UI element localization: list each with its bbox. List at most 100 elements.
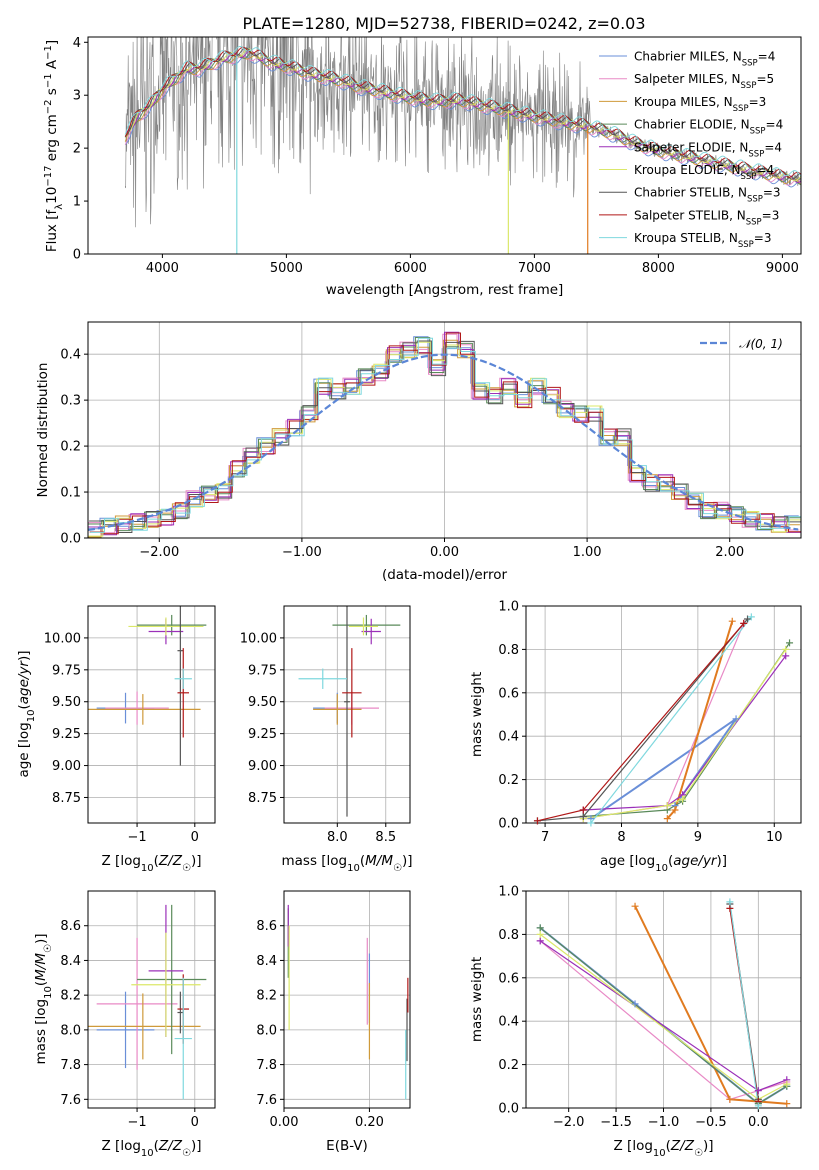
mass-weight-marker — [579, 812, 587, 820]
y-tick-label: 7.6 — [256, 1093, 277, 1108]
mass-weight-marker — [587, 819, 595, 827]
y-tick-label: 1.0 — [498, 885, 519, 900]
mass-weight-line — [583, 655, 787, 811]
legend-entry: Chabrier MILES, NSSP=4 — [634, 50, 775, 69]
y-tick-label: 8.4 — [60, 954, 81, 969]
y-tick-label: 7.8 — [256, 1058, 277, 1073]
y-tick-label: 0 — [73, 248, 81, 263]
x-tick-label: 2.00 — [715, 545, 744, 560]
y-tick-label: 0.3 — [60, 394, 81, 409]
mass-weight-marker — [782, 645, 790, 653]
mass-weight-marker — [732, 715, 740, 723]
x-axis-label: (data-model)/error — [382, 567, 508, 583]
y-tick-label: 0.8 — [498, 928, 519, 943]
y-tick-label: 0.2 — [60, 440, 81, 455]
x-axis-label: Z [log10(Z/Z☉)] — [614, 1138, 714, 1159]
mass-weight-marker — [533, 817, 541, 825]
legend-entry: Salpeter ELODIE, NSSP=4 — [634, 140, 782, 159]
y-tick-label: 8.0 — [60, 1023, 81, 1038]
y-tick-label: 0.6 — [498, 686, 519, 701]
legend-entry: Kroupa STELIB, NSSP=3 — [634, 231, 772, 250]
axes-frame — [87, 605, 216, 824]
y-tick-label: 8.75 — [52, 791, 81, 806]
y-tick-label: 0.4 — [60, 348, 81, 363]
legend-entry: 𝒩(0, 1) — [739, 337, 783, 351]
x-tick-label: 0 — [191, 830, 199, 845]
x-tick-label: −1.0 — [648, 1115, 680, 1130]
mass-weight-marker — [536, 930, 544, 938]
y-tick-label: 0.0 — [498, 1102, 519, 1117]
plot-area — [298, 606, 401, 817]
y-tick-label: 0.4 — [498, 730, 519, 745]
legend-entry: Chabrier STELIB, NSSP=3 — [634, 186, 781, 205]
x-tick-label: 9 — [694, 830, 702, 845]
plot-area — [539, 901, 788, 1106]
y-tick-label: 9.25 — [248, 727, 277, 742]
y-axis-label: age [log10(age/yr)] — [16, 650, 37, 777]
x-tick-label: 0 — [191, 1115, 199, 1130]
mass-weight-marker — [536, 937, 544, 945]
mass-weight-marker — [671, 806, 679, 814]
normal-distribution-curve — [88, 353, 799, 531]
y-tick-label: 9.25 — [52, 727, 81, 742]
x-tick-label: 9000 — [766, 261, 799, 276]
x-tick-label: −1 — [127, 1115, 146, 1130]
x-tick-label: −1.00 — [282, 545, 322, 560]
spectrum-panel: 4000 5000 6000 7000 8000 9000 0 1 2 3 4 Chabrier MI… — [43, 36, 802, 298]
x-axis-label: E(B-V) — [326, 1138, 368, 1154]
mass-weight-line — [634, 905, 787, 1105]
y-axis-label: Normed distribution — [35, 363, 51, 498]
y-tick-label: 7.8 — [60, 1058, 81, 1073]
y-axis-label: Flux [fλ10−17 erg cm−2 s−1 A−1] — [43, 40, 65, 252]
legend-entry: Kroupa ELODIE, NSSP=4 — [634, 163, 774, 182]
mass-weight-marker — [783, 1100, 791, 1108]
mass-weight-marker — [754, 1087, 762, 1095]
y-tick-label: 1 — [73, 195, 81, 210]
y-tick-label: 0.4 — [498, 1015, 519, 1030]
model-spectrum-line — [124, 46, 801, 178]
x-tick-label: 8.5 — [375, 830, 396, 845]
x-tick-label: 8.0 — [327, 830, 348, 845]
x-tick-label: 8 — [617, 830, 625, 845]
y-tick-label: 7.6 — [60, 1093, 81, 1108]
y-tick-label: 0.2 — [498, 773, 519, 788]
model-spectrum-line — [124, 55, 801, 188]
spectrum-legend: Chabrier MILES, NSSP=4 Salpeter MILES, NS… — [599, 50, 783, 250]
x-tick-label: 5000 — [270, 261, 303, 276]
mass-weight-marker — [744, 615, 752, 623]
x-tick-label: −1.5 — [600, 1115, 632, 1130]
mass-weight-marker — [663, 802, 671, 810]
y-tick-label: 8.2 — [256, 989, 277, 1004]
x-tick-label: 10 — [766, 830, 783, 845]
x-axis-label: mass [log10(M/M☉)] — [281, 853, 412, 874]
y-tick-label: 4 — [73, 36, 81, 51]
legend-entry: Kroupa MILES, NSSP=3 — [634, 95, 766, 114]
mass-weight-vs-metallicity-panel: −2.0 −1.5 −1.0 −0.5 0.0 0.0 0.2 0.4 0.6 0.8 1.0 Z [… — [469, 885, 802, 1159]
y-tick-label: 10.00 — [44, 631, 81, 646]
y-axis-label: mass weight — [469, 672, 485, 757]
plot-area — [88, 331, 801, 538]
x-tick-label: −2.0 — [553, 1115, 585, 1130]
y-tick-label: 0.8 — [498, 643, 519, 658]
y-tick-label: 9.00 — [52, 759, 81, 774]
axes-frame — [87, 36, 802, 255]
model-spectrum-line — [124, 46, 801, 177]
x-tick-label: 8000 — [642, 261, 675, 276]
mass-weight-marker — [536, 924, 544, 932]
legend-entry: Salpeter STELIB, NSSP=3 — [634, 208, 779, 227]
y-tick-label: 0.6 — [498, 971, 519, 986]
residual-histogram-step — [89, 340, 801, 533]
mass-vs-extinction-panel: 0.00 0.20 7.6 7.8 8.0 8.2 8.4 8.6 E(B-V) — [256, 890, 411, 1154]
residual-histogram-step — [88, 331, 801, 536]
y-tick-label: 8.2 — [60, 989, 81, 1004]
x-tick-label: −0.5 — [695, 1115, 727, 1130]
mass-weight-vs-age-panel: 7 8 9 10 0.0 0.2 0.4 0.6 0.8 1.0 age [log10(age/yr… — [469, 600, 802, 874]
plot-area — [88, 606, 207, 766]
mass-vs-metallicity-panel: −1 0 7.6 7.8 8.0 8.2 8.4 8.6 Z [log10(Z/Z☉)] mass… — [33, 890, 216, 1159]
plot-area — [88, 904, 207, 1100]
x-tick-label: 0.00 — [270, 1115, 299, 1130]
y-tick-label: 10.00 — [240, 631, 277, 646]
x-tick-label: 0.20 — [355, 1115, 384, 1130]
y-tick-label: 0.0 — [498, 817, 519, 832]
mass-weight-marker — [726, 904, 734, 912]
